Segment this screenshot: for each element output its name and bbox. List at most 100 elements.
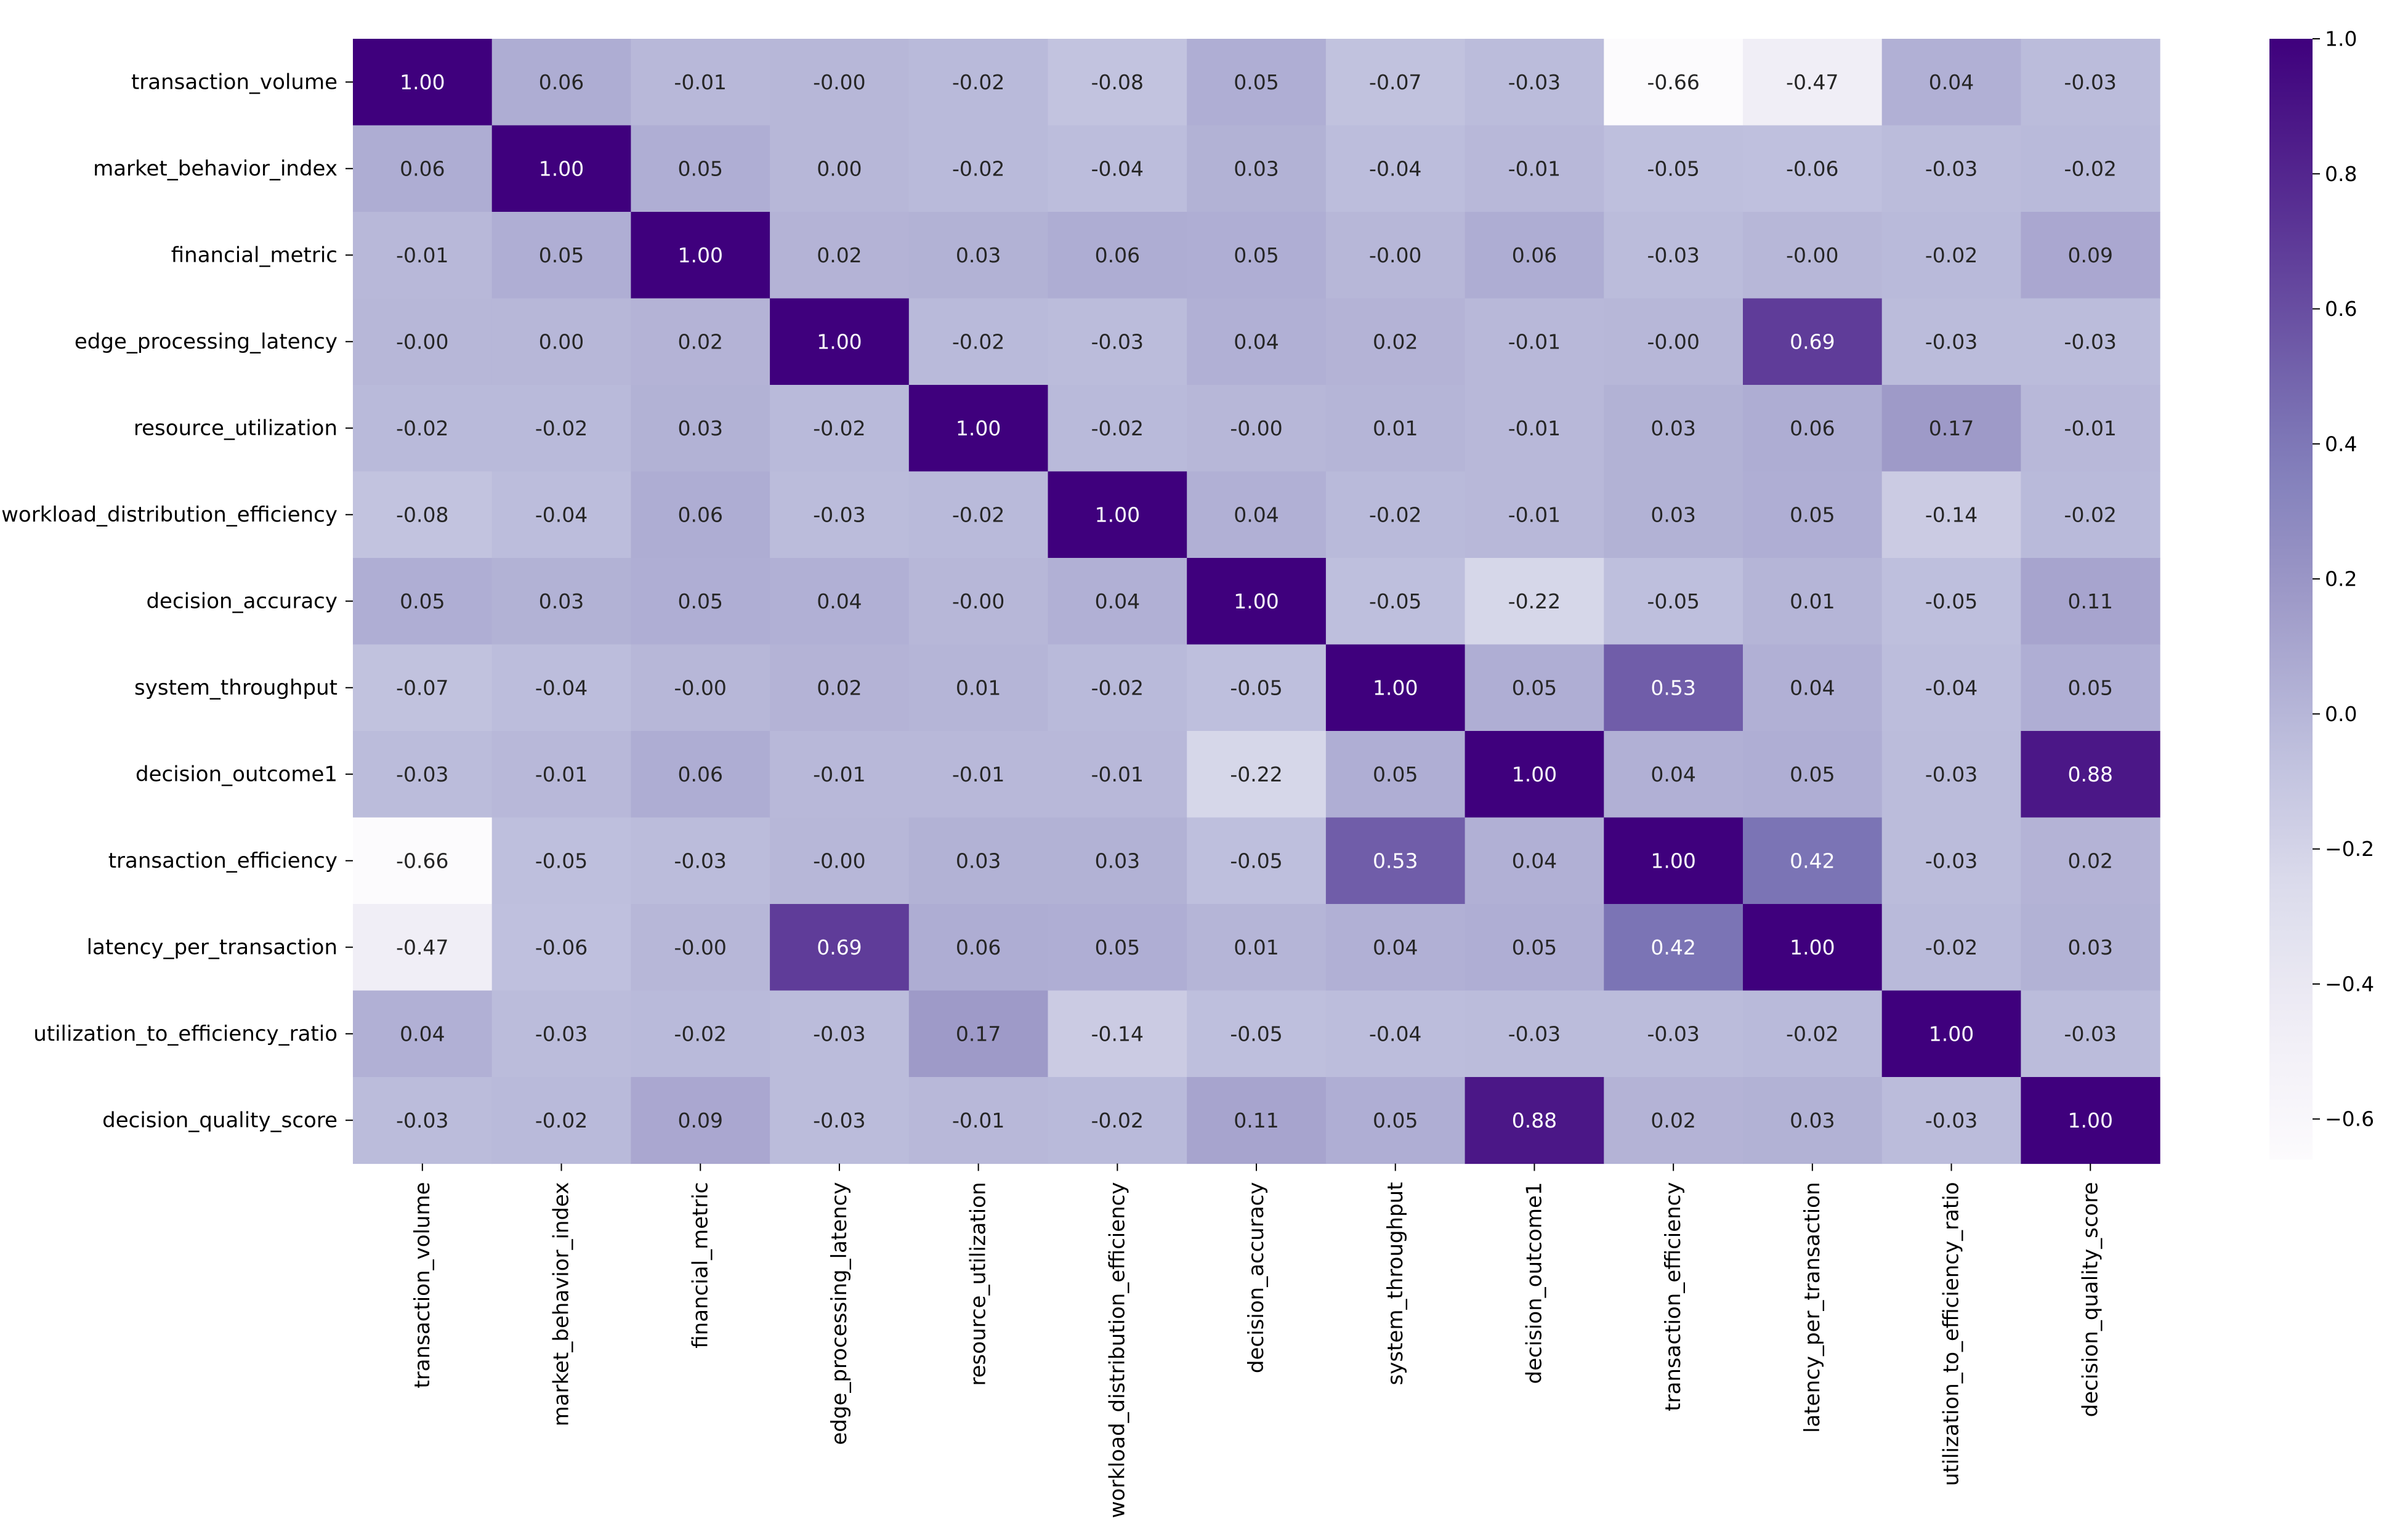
cell-value-label: 0.05 [1512, 676, 1557, 700]
cell-value-label: 0.03 [1234, 156, 1279, 180]
heatmap-cell [2021, 817, 2160, 905]
cell-value-label: -0.01 [674, 70, 727, 94]
row-tick-label: market_behavior_index [93, 156, 337, 181]
cell-value-label: -0.06 [1786, 156, 1838, 180]
column-tick-labels: transaction_volume market_behavior_index f… [410, 1163, 2103, 1518]
heatmap-cell [1881, 558, 2021, 645]
cell-value-label: 1.00 [1095, 502, 1140, 526]
heatmap-cell [770, 731, 910, 818]
cell-value-label: 0.42 [1790, 849, 1835, 873]
heatmap-cell [353, 298, 493, 385]
cell-value-label: -0.04 [1369, 1022, 1421, 1046]
cell-value-label: 0.04 [1512, 849, 1557, 873]
cell-value-label: -0.00 [1369, 243, 1421, 267]
cell-value-label: -0.01 [952, 1108, 1004, 1132]
heatmap-cell [491, 990, 631, 1078]
heatmap-cell [1325, 39, 1466, 126]
heatmap-cell [1881, 644, 2021, 732]
heatmap-cell [1325, 471, 1466, 559]
cell-value-label: 0.42 [1650, 935, 1695, 959]
cell-value-label: 0.04 [400, 1022, 445, 1046]
cell-value-label: 0.06 [678, 502, 723, 526]
heatmap-cell [770, 817, 910, 905]
heatmap-cell [770, 990, 910, 1078]
cell-value-label: -0.00 [1230, 416, 1282, 440]
heatmap-cell [1187, 904, 1327, 991]
heatmap-cell [1465, 471, 1604, 559]
heatmap-cell [491, 125, 631, 212]
heatmap-cell [631, 990, 770, 1078]
heatmap-cell [1465, 990, 1604, 1078]
heatmap-cell [2021, 212, 2160, 299]
cell-value-label: -0.03 [1647, 243, 1699, 267]
heatmap-cell [2021, 385, 2160, 472]
heatmap-cell [2021, 990, 2160, 1078]
row-tick-label: resource_utilization [134, 416, 337, 440]
heatmap-cell [353, 385, 493, 472]
heatmap-cell [1325, 212, 1466, 299]
heatmap-cell [2021, 125, 2160, 212]
heatmap-cell [353, 212, 493, 299]
cell-value-label: 0.03 [2068, 935, 2113, 959]
heatmap-cell [2021, 731, 2160, 818]
cell-value-label: 0.01 [956, 676, 1001, 700]
cell-value-label: -0.05 [1230, 676, 1282, 700]
heatmap-cell [1743, 212, 1883, 299]
cell-value-label: 0.01 [1373, 416, 1418, 440]
heatmap-cell [1604, 558, 1743, 645]
heatmap-cell [491, 298, 631, 385]
cell-value-label: -0.03 [2064, 329, 2117, 353]
heatmap-cell [491, 558, 631, 645]
cell-value-label: 0.05 [1234, 243, 1279, 267]
heatmap-cell [770, 558, 910, 645]
cell-value-label: 0.11 [1234, 1108, 1279, 1132]
heatmap-cell [1743, 817, 1883, 905]
cell-value-label: 1.00 [1790, 935, 1835, 959]
heatmap-cell [1743, 298, 1883, 385]
heatmap-cell [1604, 385, 1743, 472]
cell-value-label: 0.09 [678, 1108, 723, 1132]
cell-value-label: -0.06 [535, 935, 588, 959]
cell-value-label: 0.05 [539, 243, 584, 267]
heatmap-cell [1325, 558, 1466, 645]
cell-value-label: 0.05 [400, 589, 445, 613]
cell-value-label: 0.02 [817, 676, 862, 700]
heatmap-cell [908, 298, 1049, 385]
colorbar-tick-label: −0.4 [2325, 972, 2374, 996]
heatmap-cell [770, 212, 910, 299]
cell-value-label: -0.02 [1786, 1022, 1838, 1046]
cell-value-label: -0.04 [535, 676, 588, 700]
heatmap-cell [770, 385, 910, 472]
cell-value-label: -0.03 [2064, 70, 2117, 94]
cell-value-label: -0.02 [2064, 156, 2117, 180]
cell-value-label: 0.03 [1095, 849, 1140, 873]
column-tick-label: latency_per_transaction [1800, 1182, 1825, 1433]
heatmap-cell [1881, 817, 2021, 905]
heatmap-cell [1048, 298, 1187, 385]
heatmap-cell [908, 817, 1049, 905]
column-tick-label: system_throughput [1383, 1182, 1408, 1386]
cell-value-label: -0.03 [1508, 70, 1561, 94]
cell-value-label: 0.06 [1790, 416, 1835, 440]
cell-value-label: 1.00 [1234, 589, 1279, 613]
heatmap-cell [491, 212, 631, 299]
heatmap-cell [1604, 990, 1743, 1078]
heatmap-cell [770, 1077, 910, 1164]
heatmap-cell [353, 1077, 493, 1164]
cell-value-label: -0.02 [1091, 416, 1144, 440]
cell-value-label: 0.06 [539, 70, 584, 94]
row-tick-label: decision_accuracy [146, 589, 337, 613]
cell-value-label: 0.05 [1095, 935, 1140, 959]
cell-value-label: -0.14 [1925, 502, 1978, 526]
cell-value-label: -0.47 [396, 935, 448, 959]
heatmap-cell [1048, 558, 1187, 645]
column-tick-label: decision_outcome1 [1522, 1182, 1546, 1384]
heatmap-cell [770, 125, 910, 212]
row-tick-label: decision_quality_score [102, 1108, 337, 1132]
cell-value-label: -0.03 [1925, 762, 1978, 786]
cell-value-label: -0.04 [1369, 156, 1421, 180]
row-tick-label: decision_outcome1 [135, 762, 337, 786]
heatmap-cell [1881, 1077, 2021, 1164]
heatmap-cell [1881, 385, 2021, 472]
row-tick-label: edge_processing_latency [75, 329, 337, 354]
